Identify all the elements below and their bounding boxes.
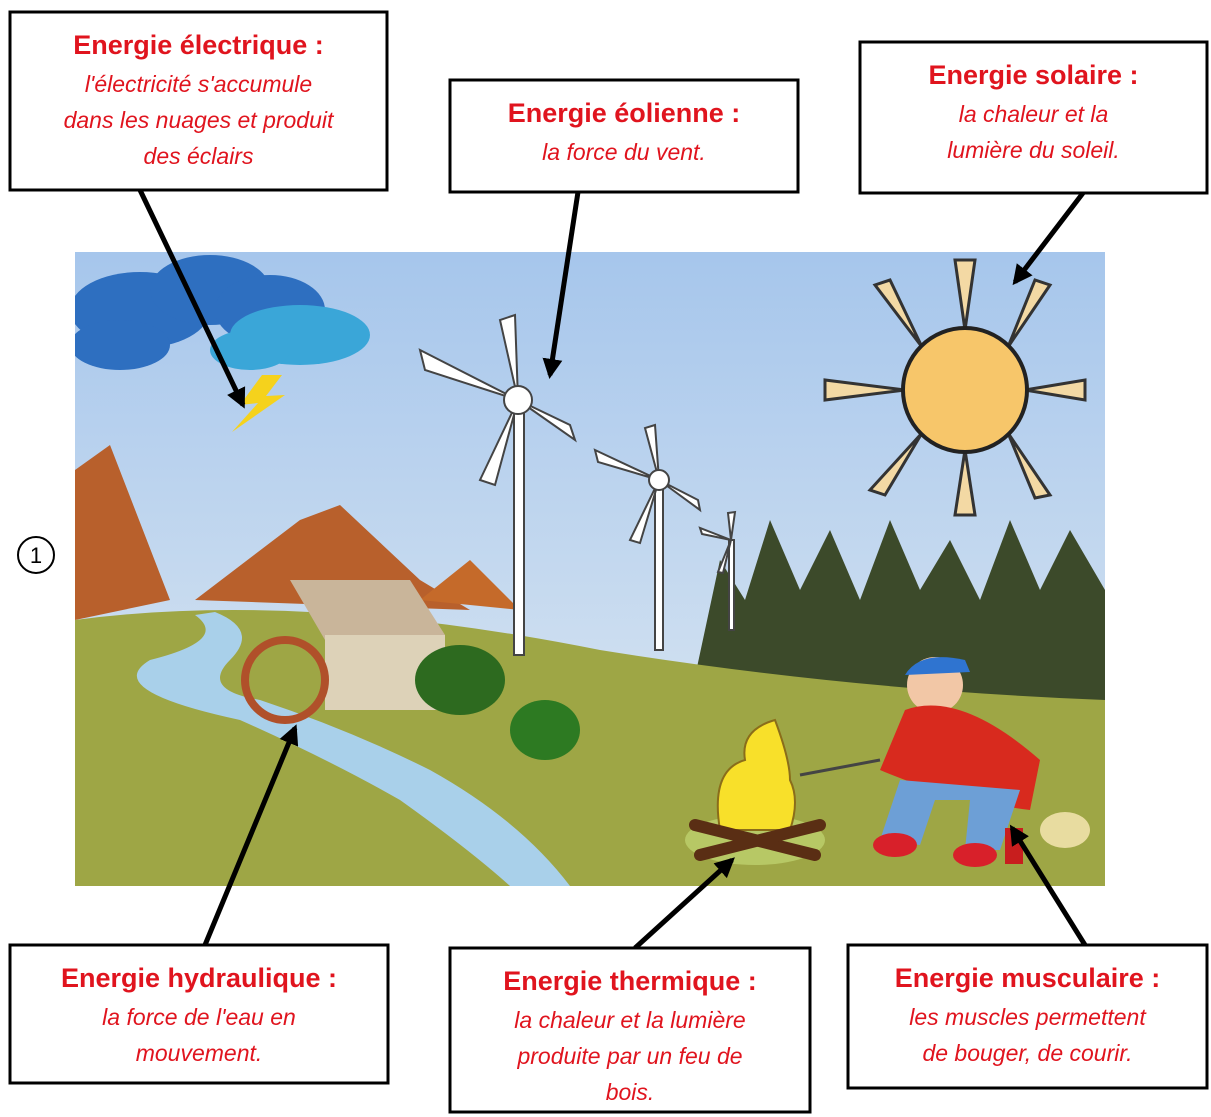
box-title: Energie musculaire : — [895, 963, 1161, 993]
box-text: mouvement. — [136, 1040, 263, 1066]
box-text: produite par un feu de — [516, 1043, 742, 1069]
box-text: dans les nuages et produit — [64, 107, 335, 133]
box-title: Energie éolienne : — [508, 98, 741, 128]
label-box — [450, 80, 798, 192]
box-text: lumière du soleil. — [947, 137, 1120, 163]
box-title: Energie solaire : — [928, 60, 1138, 90]
box-title: Energie hydraulique : — [61, 963, 337, 993]
box-text: bois. — [606, 1079, 655, 1105]
box-text: de bouger, de courir. — [922, 1040, 1132, 1066]
diagram: 1 Energie électrique : l'électricité s'ac… — [0, 0, 1211, 1117]
box-text: les muscles permettent — [909, 1004, 1147, 1030]
marker: 1 — [30, 543, 42, 568]
box-text: la force de l'eau en — [102, 1004, 296, 1030]
box-text: la force du vent. — [542, 139, 706, 165]
box-title: Energie électrique : — [73, 30, 324, 60]
box-text: l'électricité s'accumule — [85, 71, 312, 97]
box-text: la chaleur et la — [959, 101, 1109, 127]
box-text: des éclairs — [144, 143, 254, 169]
box-title: Energie thermique : — [503, 966, 757, 996]
scene — [70, 252, 1105, 886]
box-text: la chaleur et la lumière — [514, 1007, 745, 1033]
